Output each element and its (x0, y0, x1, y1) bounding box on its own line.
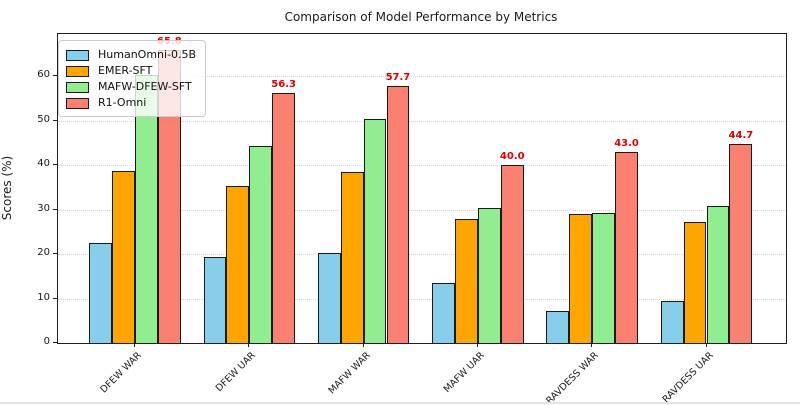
bar-HumanOmni-0.5B-RAVDESS UAR (660, 301, 684, 343)
value-label: 44.7 (728, 130, 754, 142)
y-tick-label: 20 (37, 247, 50, 259)
y-tick-mark (53, 253, 57, 255)
legend-swatch (66, 49, 89, 61)
value-label: 57.7 (385, 72, 411, 84)
legend-label: EMER-SFT (98, 64, 153, 77)
bar-EMER-SFT-RAVDESS UAR (683, 222, 707, 343)
x-tick-label: MAFW WAR (326, 350, 373, 397)
y-tick-label: 10 (37, 291, 50, 303)
x-tick-mark (705, 343, 707, 347)
y-tick-mark (53, 342, 57, 343)
x-tick-label: DFEW WAR (98, 350, 144, 396)
gridline (58, 165, 786, 167)
legend-swatch (66, 65, 89, 77)
legend-swatch (66, 81, 89, 93)
y-tick-label: 0 (43, 336, 50, 347)
bar-EMER-SFT-MAFW UAR (455, 218, 478, 343)
bar-MAFW-DFEW-SFT-RAVDESS UAR (706, 206, 730, 343)
legend-label: MAFW-DFEW-SFT (98, 80, 192, 93)
bar-HumanOmni-0.5B-MAFW UAR (432, 282, 455, 343)
bar-MAFW-DFEW-SFT-DFEW UAR (249, 145, 273, 343)
x-tick-mark (476, 343, 478, 347)
bar-R1-Omni-RAVDESS WAR (615, 151, 638, 343)
x-tick-mark (591, 343, 593, 347)
gridline (58, 298, 786, 300)
value-label: 40.0 (499, 151, 525, 163)
bar-MAFW-DFEW-SFT-RAVDESS WAR (592, 212, 616, 343)
y-tick-mark (53, 119, 57, 121)
bar-EMER-SFT-DFEW WAR (112, 170, 135, 343)
bar-HumanOmni-0.5B-RAVDESS WAR (546, 310, 570, 343)
value-label: 56.3 (271, 78, 296, 90)
plot-area: 65.856.357.740.043.044.7 (57, 33, 787, 344)
legend-swatch (66, 97, 89, 109)
page-bottom-edge (0, 402, 800, 404)
legend: HumanOmni-0.5B EMER-SFT MAFW-DFEW-SFT R1-Om… (58, 40, 207, 117)
x-tick-mark (248, 343, 250, 347)
x-tick-label: RAVDESS UAR (660, 350, 716, 405)
x-tick-mark (362, 343, 364, 347)
bar-MAFW-DFEW-SFT-MAFW UAR (477, 207, 501, 343)
y-tick-label: 50 (37, 113, 50, 125)
value-label: 43.0 (614, 137, 639, 149)
y-tick-label: 30 (37, 202, 50, 214)
legend-label: HumanOmni-0.5B (98, 48, 197, 61)
bar-R1-Omni-MAFW WAR (386, 86, 410, 343)
bar-HumanOmni-0.5B-DFEW WAR (89, 242, 113, 343)
gridline (58, 120, 786, 122)
bar-MAFW-DFEW-SFT-MAFW WAR (363, 118, 387, 343)
x-tick-label: DFEW UAR (214, 350, 259, 395)
legend-item: MAFW-DFEW-SFT (66, 79, 196, 95)
y-tick-mark (53, 75, 57, 77)
bar-HumanOmni-0.5B-MAFW WAR (317, 253, 341, 343)
y-tick-label: 40 (37, 158, 50, 170)
gridline (58, 209, 786, 211)
legend-label: R1-Omni (98, 96, 147, 109)
y-tick-mark (53, 208, 57, 210)
y-tick-label: 60 (37, 69, 50, 81)
legend-item: HumanOmni-0.5B (66, 47, 196, 63)
chart-title: Comparison of Model Performance by Metri… (284, 10, 558, 24)
gridline (58, 254, 786, 256)
y-tick-mark (53, 297, 57, 299)
y-axis-label: Scores (%) (0, 155, 14, 221)
bar-EMER-SFT-MAFW WAR (340, 172, 364, 343)
x-tick-label: MAFW UAR (441, 350, 487, 396)
x-tick-mark (134, 343, 135, 347)
legend-item: R1-Omni (66, 95, 196, 111)
bar-HumanOmni-0.5B-DFEW UAR (203, 256, 227, 343)
y-tick-mark (53, 164, 57, 166)
bar-R1-Omni-MAFW UAR (500, 165, 524, 343)
bar-EMER-SFT-RAVDESS WAR (569, 214, 593, 343)
bar-R1-Omni-RAVDESS UAR (729, 144, 753, 343)
bar-R1-Omni-DFEW UAR (272, 92, 296, 343)
legend-item: EMER-SFT (66, 63, 196, 79)
bar-EMER-SFT-DFEW UAR (226, 186, 250, 343)
gridline (58, 76, 786, 78)
x-tick-label: RAVDESS WAR (544, 350, 601, 405)
